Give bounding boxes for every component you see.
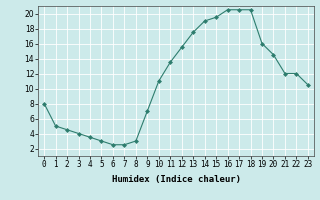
X-axis label: Humidex (Indice chaleur): Humidex (Indice chaleur) [111,175,241,184]
